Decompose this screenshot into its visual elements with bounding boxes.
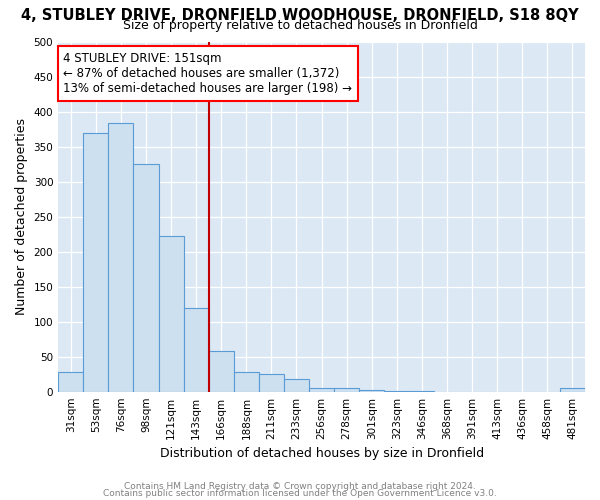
Text: Size of property relative to detached houses in Dronfield: Size of property relative to detached ho… — [122, 19, 478, 32]
Bar — [133, 164, 158, 392]
X-axis label: Distribution of detached houses by size in Dronfield: Distribution of detached houses by size … — [160, 447, 484, 460]
Bar — [284, 379, 309, 392]
Bar — [209, 351, 234, 392]
Bar — [359, 390, 385, 392]
Bar — [184, 308, 209, 392]
Bar — [109, 124, 133, 392]
Bar — [259, 374, 284, 392]
Text: 4, STUBLEY DRIVE, DRONFIELD WOODHOUSE, DRONFIELD, S18 8QY: 4, STUBLEY DRIVE, DRONFIELD WOODHOUSE, D… — [21, 8, 579, 22]
Bar — [334, 388, 359, 392]
Y-axis label: Number of detached properties: Number of detached properties — [15, 118, 28, 315]
Bar — [158, 236, 184, 392]
Bar — [309, 388, 334, 392]
Bar — [385, 391, 409, 392]
Text: Contains public sector information licensed under the Open Government Licence v3: Contains public sector information licen… — [103, 489, 497, 498]
Text: 4 STUBLEY DRIVE: 151sqm
← 87% of detached houses are smaller (1,372)
13% of semi: 4 STUBLEY DRIVE: 151sqm ← 87% of detache… — [64, 52, 352, 95]
Text: Contains HM Land Registry data © Crown copyright and database right 2024.: Contains HM Land Registry data © Crown c… — [124, 482, 476, 491]
Bar — [234, 372, 259, 392]
Bar — [58, 372, 83, 392]
Bar — [560, 388, 585, 392]
Bar — [409, 391, 434, 392]
Bar — [83, 132, 109, 392]
